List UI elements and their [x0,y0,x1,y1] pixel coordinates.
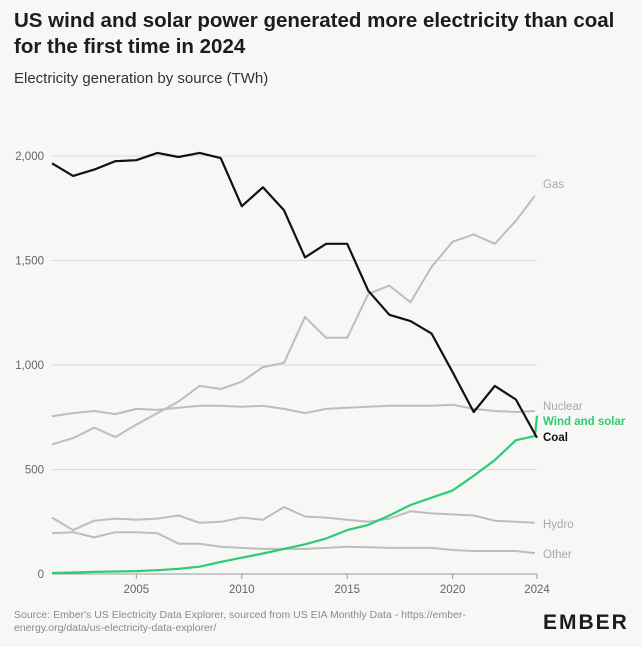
y-tick-label: 1,000 [15,360,44,372]
y-tick-label: 2,000 [15,151,44,163]
series-label-hydro: Hydro [543,519,574,531]
series-label-gas: Gas [543,179,564,191]
source-note: Source: Ember's US Electricity Data Expl… [14,609,466,634]
x-tick-label: 2015 [334,584,360,596]
chart-subtitle: Electricity generation by source (TWh) [14,70,269,87]
y-tick-label: 500 [25,465,44,477]
x-tick-label: 2010 [229,584,255,596]
series-line-hydro [51,506,535,532]
y-tick-label: 1,500 [15,256,44,268]
x-tick-label: 2020 [440,584,466,596]
chart-title: US wind and solar power generated more e… [14,9,615,58]
y-tick-label: 0 [38,569,44,581]
series-line-other [51,531,536,555]
series-label-coal: Coal [543,432,568,444]
series-label-other: Other [543,549,572,561]
x-tick-label: 2005 [124,584,150,596]
line-chart: 0 500 1,000 1,500 2,000 2005 2010 2015 2020 2024 G… [15,151,626,596]
ember-logo: EMBER [543,611,629,634]
series-line-gas [51,195,536,446]
series-line-wind-and-solar [51,415,539,575]
series-line-coal [51,151,538,439]
series-label-wind-and-solar: Wind and solar [543,416,626,428]
x-tick-label: 2024 [524,584,550,596]
series-label-nuclear: Nuclear [543,401,583,413]
series-line-nuclear [51,403,535,418]
